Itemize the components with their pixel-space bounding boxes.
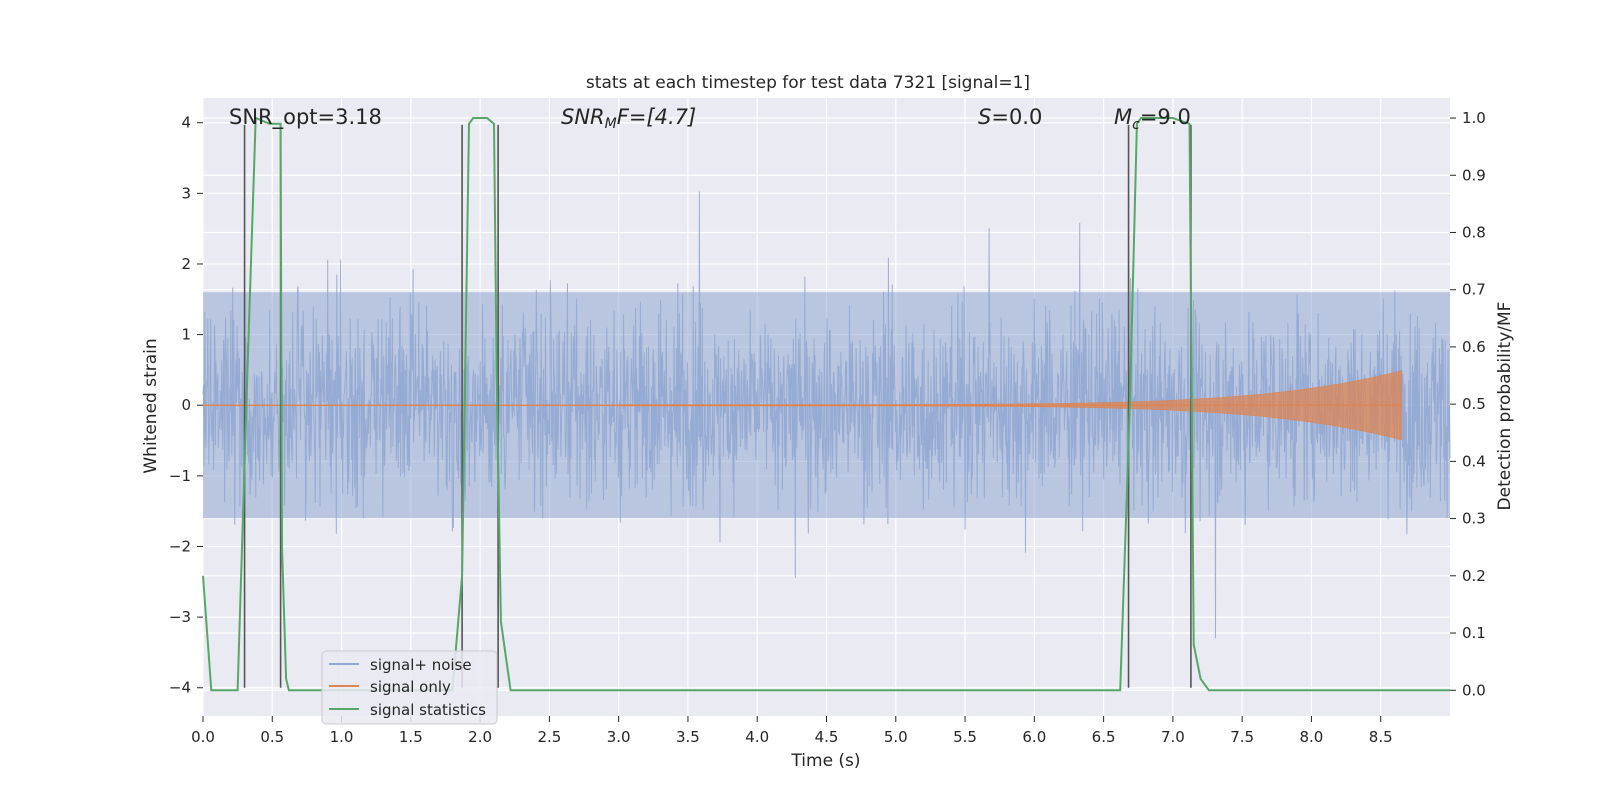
x-tick-label: 5.5 (953, 728, 977, 746)
annotation-snr-opt: SNR_opt=3.18 (229, 105, 382, 130)
right-tick-label: 0.2 (1462, 567, 1486, 585)
series-signal-only (203, 370, 1402, 441)
x-tick-label: 1.5 (399, 728, 423, 746)
right-tick-label: 1.0 (1462, 109, 1486, 127)
y-tick-label: 3 (181, 184, 191, 202)
right-tick-label: 0.8 (1462, 223, 1486, 241)
right-tick-label: 0.3 (1462, 510, 1486, 528)
y-tick-label: 1 (181, 326, 191, 344)
right-axis-label: Detection probability/MF (1495, 302, 1515, 511)
right-tick-label: 0.1 (1462, 624, 1486, 642)
legend-label-signal-only: signal only (370, 678, 451, 696)
right-axis-ticks: 1.0 0.9 0.8 0.7 0.6 0.5 0.4 0.3 0.2 0.1 0.0 (1450, 109, 1486, 699)
legend-label-signal-statistics: signal statistics (370, 701, 486, 719)
x-tick-label: 0.5 (260, 728, 284, 746)
y-axis-label: Whitened strain (141, 338, 161, 473)
x-tick-label: 4.0 (745, 728, 769, 746)
annotation-s: S=0.0 (978, 105, 1042, 129)
x-tick-label: 0.0 (191, 728, 215, 746)
x-tick-label: 5.0 (884, 728, 908, 746)
x-tick-label: 7.5 (1230, 728, 1254, 746)
series-signal-statistics (202, 116, 1450, 692)
x-tick-label: 6.5 (1092, 728, 1116, 746)
chart-title: stats at each timestep for test data 732… (586, 73, 1030, 93)
statistics-trace (202, 116, 1450, 692)
x-axis-label: Time (s) (790, 751, 860, 771)
legend: signal+ noise signal only signal statist… (321, 650, 498, 725)
y-tick-label: 4 (181, 114, 191, 132)
right-tick-label: 0.4 (1462, 452, 1486, 470)
annotation-mc: Mc=9.0 (1114, 105, 1191, 133)
annotation-snr-mf: SNRMF=[4.7] (561, 105, 696, 132)
y-tick-label: −3 (169, 608, 191, 626)
x-tick-label: 8.0 (1300, 728, 1324, 746)
x-tick-label: 6.0 (1022, 728, 1046, 746)
y-tick-label: 0 (181, 396, 191, 414)
y-tick-label: 2 (181, 255, 191, 273)
y-axis-ticks: 4 3 2 1 0 −1 −2 −3 −4 (169, 114, 203, 697)
y-tick-label: −2 (169, 537, 191, 555)
x-tick-label: 1.0 (330, 728, 354, 746)
x-axis-ticks: 0.0 0.5 1.0 1.5 2.0 2.5 3.0 3.5 4.0 4.5 5.0 5.5 6.0 6… (191, 716, 1393, 746)
legend-label-signal-noise: signal+ noise (370, 656, 472, 674)
legend-box (321, 650, 498, 725)
x-tick-label: 2.5 (537, 728, 561, 746)
x-tick-label: 3.5 (676, 728, 700, 746)
x-tick-label: 4.5 (815, 728, 839, 746)
right-tick-label: 0.9 (1462, 166, 1486, 184)
right-tick-label: 0.0 (1462, 681, 1486, 699)
x-tick-label: 2.0 (468, 728, 492, 746)
right-tick-label: 0.7 (1462, 281, 1486, 299)
y-tick-label: −1 (169, 467, 191, 485)
y-tick-label: −4 (169, 679, 191, 697)
x-tick-label: 8.5 (1369, 728, 1393, 746)
right-tick-label: 0.6 (1462, 338, 1486, 356)
right-tick-label: 0.5 (1462, 395, 1486, 413)
x-tick-label: 3.0 (607, 728, 631, 746)
x-tick-label: 7.0 (1161, 728, 1185, 746)
